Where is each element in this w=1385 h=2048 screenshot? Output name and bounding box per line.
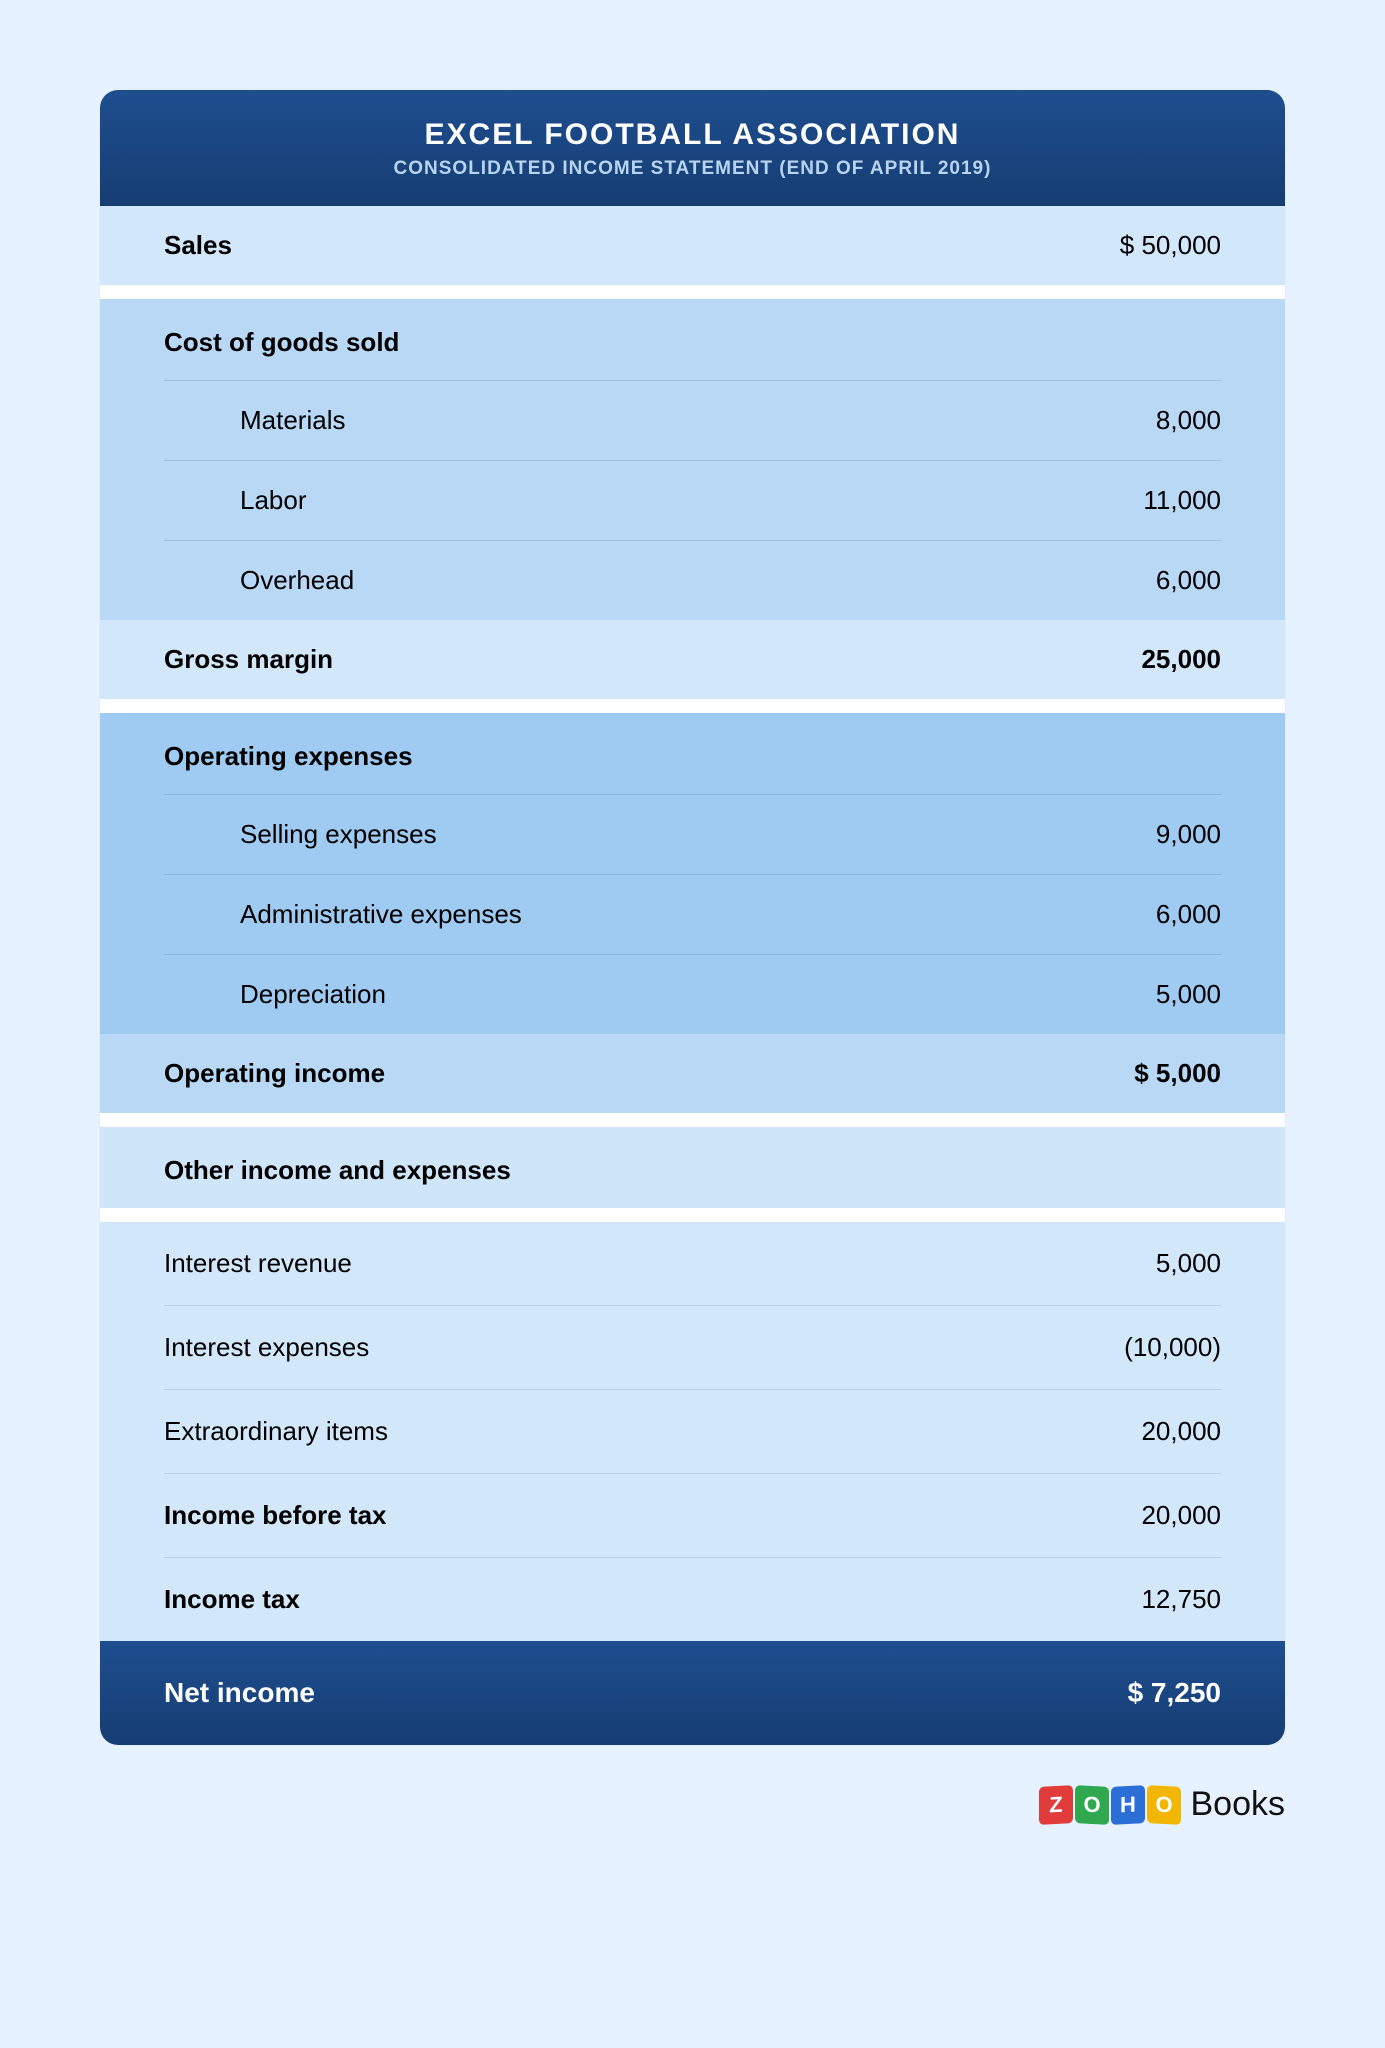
net-income-label: Net income bbox=[164, 1677, 315, 1709]
opex-item-label: Depreciation bbox=[240, 979, 386, 1010]
other-item-row: Extraordinary items 20,000 bbox=[164, 1390, 1221, 1474]
opex-heading: Operating expenses bbox=[100, 713, 1285, 794]
opex-item-row: Depreciation 5,000 bbox=[164, 954, 1221, 1034]
operating-income-label: Operating income bbox=[164, 1058, 1134, 1089]
other-item-row: Income tax 12,750 bbox=[164, 1558, 1221, 1641]
other-item-row: Interest revenue 5,000 bbox=[164, 1222, 1221, 1306]
brand-product-name: Books bbox=[1191, 1785, 1286, 1824]
statement-subtitle: CONSOLIDATED INCOME STATEMENT (END OF AP… bbox=[120, 158, 1265, 180]
zoho-mark-icon: Z O H O bbox=[1039, 1786, 1181, 1824]
opex-item-label: Selling expenses bbox=[240, 819, 437, 850]
other-item-value: 20,000 bbox=[1141, 1416, 1221, 1447]
sales-row: Sales $ 50,000 bbox=[100, 206, 1285, 285]
other-heading: Other income and expenses bbox=[100, 1127, 1285, 1208]
opex-item-value: 5,000 bbox=[1156, 979, 1221, 1010]
other-item-value: 20,000 bbox=[1141, 1500, 1221, 1531]
cogs-heading: Cost of goods sold bbox=[100, 299, 1285, 380]
opex-item-value: 9,000 bbox=[1156, 819, 1221, 850]
opex-item-value: 6,000 bbox=[1156, 899, 1221, 930]
other-item-value: (10,000) bbox=[1124, 1332, 1221, 1363]
cogs-item-value: 6,000 bbox=[1156, 565, 1221, 596]
other-item-label: Extraordinary items bbox=[164, 1416, 388, 1447]
gross-margin-row: Gross margin 25,000 bbox=[100, 620, 1285, 699]
cogs-item-value: 8,000 bbox=[1156, 405, 1221, 436]
operating-income-row: Operating income $ 5,000 bbox=[100, 1034, 1285, 1113]
other-item-label: Income tax bbox=[164, 1584, 300, 1615]
other-item-value: 12,750 bbox=[1141, 1584, 1221, 1615]
gross-margin-value: 25,000 bbox=[1141, 644, 1221, 675]
cogs-item-label: Labor bbox=[240, 485, 307, 516]
zoho-letter: Z bbox=[1039, 1785, 1073, 1825]
net-income-row: Net income $ 7,250 bbox=[100, 1641, 1285, 1745]
opex-item-row: Administrative expenses 6,000 bbox=[164, 874, 1221, 954]
other-item-label: Interest revenue bbox=[164, 1248, 352, 1279]
zoho-letter: O bbox=[1075, 1785, 1109, 1825]
statement-title: EXCEL FOOTBALL ASSOCIATION bbox=[120, 118, 1265, 152]
cogs-item-row: Labor 11,000 bbox=[164, 460, 1221, 540]
income-statement-card: EXCEL FOOTBALL ASSOCIATION CONSOLIDATED … bbox=[100, 90, 1285, 1745]
cogs-item-value: 11,000 bbox=[1143, 485, 1221, 516]
other-item-row: Interest expenses (10,000) bbox=[164, 1306, 1221, 1390]
net-income-value: $ 7,250 bbox=[1128, 1677, 1221, 1709]
opex-section: Operating expenses Selling expenses 9,00… bbox=[100, 713, 1285, 1034]
sales-label: Sales bbox=[164, 230, 1120, 261]
cogs-item-label: Overhead bbox=[240, 565, 354, 596]
cogs-item-label: Materials bbox=[240, 405, 345, 436]
other-items-block: Interest revenue 5,000 Interest expenses… bbox=[100, 1222, 1285, 1641]
sales-value: $ 50,000 bbox=[1120, 230, 1221, 261]
opex-item-label: Administrative expenses bbox=[240, 899, 522, 930]
brand-logo: Z O H O Books bbox=[100, 1785, 1285, 1824]
cogs-section: Cost of goods sold Materials 8,000 Labor… bbox=[100, 299, 1285, 620]
zoho-letter: H bbox=[1111, 1785, 1145, 1825]
cogs-item-row: Materials 8,000 bbox=[164, 380, 1221, 460]
other-item-row: Income before tax 20,000 bbox=[164, 1474, 1221, 1558]
cogs-item-row: Overhead 6,000 bbox=[164, 540, 1221, 620]
other-item-label: Income before tax bbox=[164, 1500, 387, 1531]
operating-income-value: $ 5,000 bbox=[1134, 1058, 1221, 1089]
other-item-value: 5,000 bbox=[1156, 1248, 1221, 1279]
statement-header: EXCEL FOOTBALL ASSOCIATION CONSOLIDATED … bbox=[100, 90, 1285, 206]
gross-margin-label: Gross margin bbox=[164, 644, 1141, 675]
opex-item-row: Selling expenses 9,000 bbox=[164, 794, 1221, 874]
zoho-letter: O bbox=[1147, 1785, 1181, 1825]
other-item-label: Interest expenses bbox=[164, 1332, 369, 1363]
